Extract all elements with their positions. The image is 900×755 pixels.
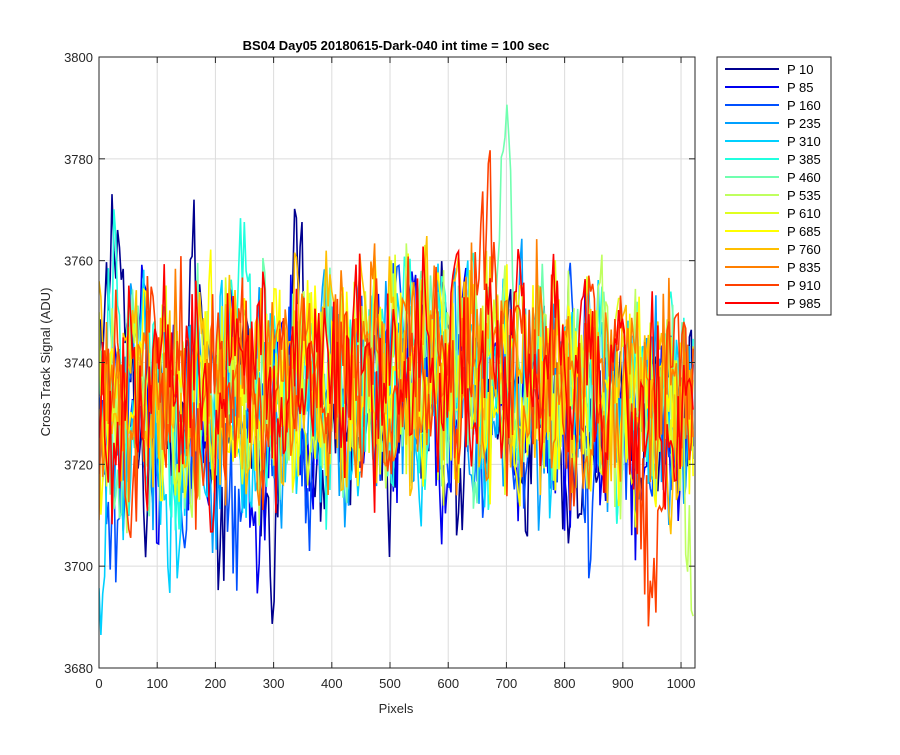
x-tick-label-6: 600 <box>437 676 459 691</box>
legend-label-p-535: P 535 <box>787 188 821 203</box>
x-tick-label-1: 100 <box>146 676 168 691</box>
legend-label-p-835: P 835 <box>787 260 821 275</box>
legend-label-p-985: P 985 <box>787 296 821 311</box>
series-line-p-835 <box>99 239 694 521</box>
y-tick-label-6: 3800 <box>64 50 93 65</box>
x-tick-label-0: 0 <box>95 676 102 691</box>
x-tick-label-9: 900 <box>612 676 634 691</box>
y-tick-label-1: 3700 <box>64 559 93 574</box>
y-tick-label-5: 3780 <box>64 152 93 167</box>
legend-label-p-310: P 310 <box>787 134 821 149</box>
legend-label-p-10: P 10 <box>787 62 814 77</box>
chart-title: BS04 Day05 20180615-Dark-040 int time = … <box>243 38 550 53</box>
legend-label-p-685: P 685 <box>787 224 821 239</box>
y-tick-label-4: 3760 <box>64 254 93 269</box>
legend-label-p-160: P 160 <box>787 98 821 113</box>
y-tick-label-0: 3680 <box>64 661 93 676</box>
legend-label-p-460: P 460 <box>787 170 821 185</box>
x-tick-label-2: 200 <box>205 676 227 691</box>
series-line-p-910 <box>99 150 694 627</box>
legend: P 10 P 85 P 160 P 235 P 310 P 385 P 460 P 535 P … <box>716 56 832 316</box>
legend-box <box>716 56 832 316</box>
x-tick-label-8: 800 <box>554 676 576 691</box>
legend-label-p-85: P 85 <box>787 80 814 95</box>
y-axis-label: Cross Track Signal (ADU) <box>38 288 53 437</box>
x-axis-label: Pixels <box>379 701 414 716</box>
series-line-p-985 <box>99 246 694 533</box>
plot-area: 0 100 200 300 400 500 600 700 800 900 1000 3680 3700… <box>64 50 696 691</box>
legend-label-p-385: P 385 <box>787 152 821 167</box>
x-tick-label-7: 700 <box>496 676 518 691</box>
y-tick-label-2: 3720 <box>64 457 93 472</box>
legend-label-p-760: P 760 <box>787 242 821 257</box>
legend-label-p-910: P 910 <box>787 278 821 293</box>
legend-label-p-235: P 235 <box>787 116 821 131</box>
legend-label-p-610: P 610 <box>787 206 821 221</box>
x-tick-label-5: 500 <box>379 676 401 691</box>
x-tick-label-4: 400 <box>321 676 343 691</box>
x-tick-label-3: 300 <box>263 676 285 691</box>
y-tick-label-3: 3740 <box>64 356 93 371</box>
x-tick-label-10: 1000 <box>667 676 696 691</box>
